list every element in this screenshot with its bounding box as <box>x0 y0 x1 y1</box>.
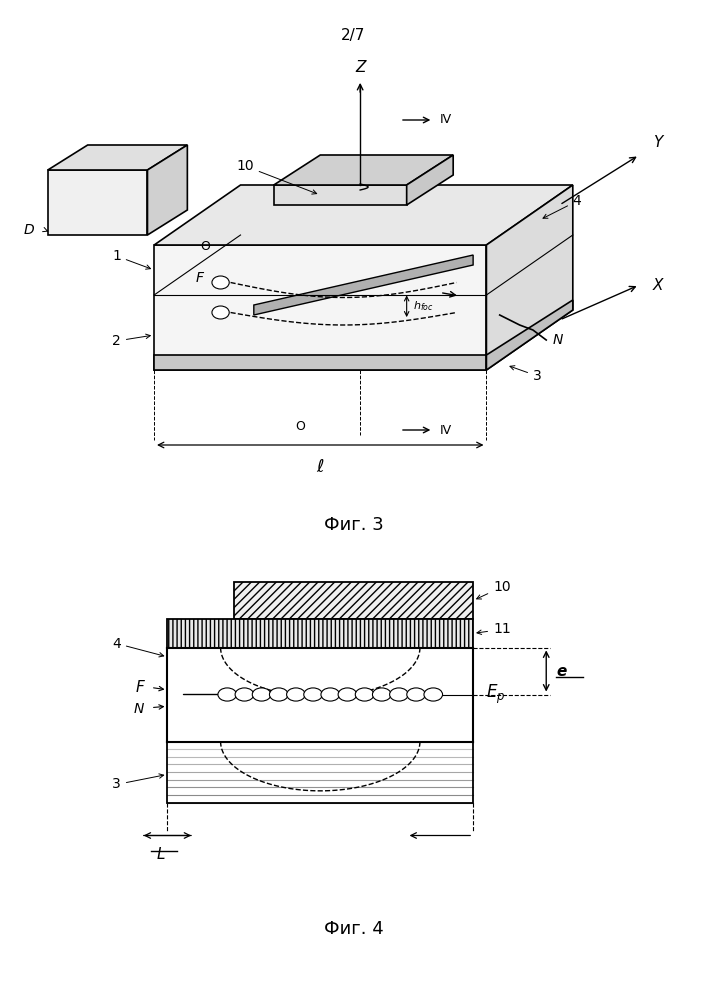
Text: 3: 3 <box>510 366 542 383</box>
Circle shape <box>252 688 271 701</box>
Text: F: F <box>196 270 204 284</box>
Circle shape <box>212 276 229 289</box>
Text: 2/7: 2/7 <box>341 28 366 43</box>
Text: 10: 10 <box>236 159 317 194</box>
Polygon shape <box>48 145 187 170</box>
Polygon shape <box>48 170 148 235</box>
Circle shape <box>286 688 305 701</box>
Text: IV: IV <box>440 113 452 126</box>
Text: N: N <box>134 702 144 716</box>
Text: Y: Y <box>653 135 662 150</box>
Text: N: N <box>553 333 563 347</box>
Text: IV: IV <box>440 424 452 436</box>
Text: L: L <box>156 847 165 862</box>
Text: Фиг. 4: Фиг. 4 <box>324 920 383 938</box>
Text: X: X <box>653 277 663 292</box>
Polygon shape <box>486 185 573 370</box>
Circle shape <box>390 688 408 701</box>
Text: 1: 1 <box>112 249 151 269</box>
Circle shape <box>373 688 391 701</box>
Text: Фиг. 3: Фиг. 3 <box>324 516 383 534</box>
Text: 3: 3 <box>112 774 163 792</box>
Polygon shape <box>154 185 573 245</box>
Polygon shape <box>168 619 473 648</box>
Circle shape <box>321 688 339 701</box>
Text: $E_p$: $E_p$ <box>486 683 506 706</box>
Circle shape <box>235 688 254 701</box>
Polygon shape <box>486 300 573 370</box>
Circle shape <box>269 688 288 701</box>
Text: $\ell$: $\ell$ <box>316 458 325 476</box>
Text: 4: 4 <box>543 194 582 218</box>
Polygon shape <box>154 245 486 370</box>
Text: 2: 2 <box>112 334 151 348</box>
Text: $h_{foc}$: $h_{foc}$ <box>414 299 434 313</box>
Text: O: O <box>201 239 211 252</box>
Text: 11: 11 <box>477 622 511 636</box>
Text: e: e <box>556 664 566 678</box>
Circle shape <box>356 688 374 701</box>
Polygon shape <box>154 355 486 370</box>
Polygon shape <box>234 582 473 619</box>
Circle shape <box>212 306 229 319</box>
Polygon shape <box>274 155 453 185</box>
Text: F: F <box>136 680 144 695</box>
Circle shape <box>407 688 426 701</box>
Text: D: D <box>24 223 35 237</box>
Circle shape <box>304 688 322 701</box>
Polygon shape <box>274 185 407 205</box>
Circle shape <box>424 688 443 701</box>
Text: Z: Z <box>355 60 366 75</box>
Polygon shape <box>254 255 473 315</box>
Circle shape <box>218 688 237 701</box>
Text: 10: 10 <box>477 580 510 599</box>
Text: O: O <box>296 420 305 433</box>
Circle shape <box>338 688 357 701</box>
Polygon shape <box>407 155 453 205</box>
Text: 4: 4 <box>112 637 164 657</box>
Polygon shape <box>148 145 187 235</box>
